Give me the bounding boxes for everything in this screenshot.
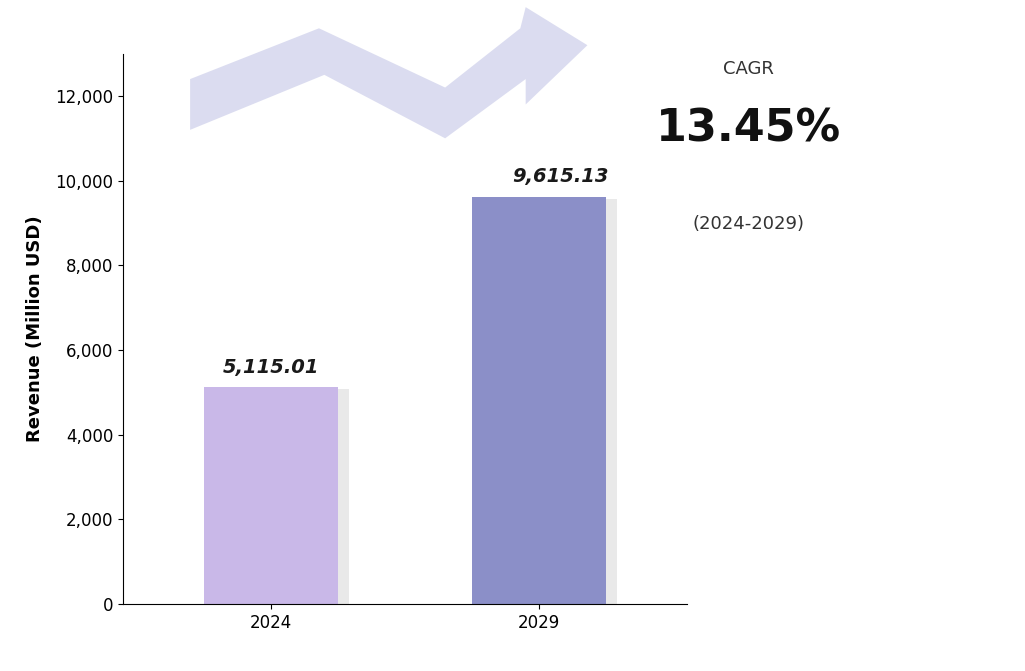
Text: CAGR: CAGR	[723, 60, 774, 79]
Bar	[204, 387, 338, 604]
Text: 5,115.01: 5,115.01	[222, 358, 319, 377]
Text: (2024-2029): (2024-2029)	[692, 215, 805, 233]
Bar	[214, 389, 348, 606]
Bar	[472, 197, 606, 604]
Text: 13.45%: 13.45%	[656, 107, 840, 150]
Bar	[483, 199, 617, 606]
Text: 9,615.13: 9,615.13	[512, 167, 609, 187]
Y-axis label: Revenue (Million USD): Revenue (Million USD)	[26, 215, 44, 442]
Polygon shape	[190, 7, 587, 138]
